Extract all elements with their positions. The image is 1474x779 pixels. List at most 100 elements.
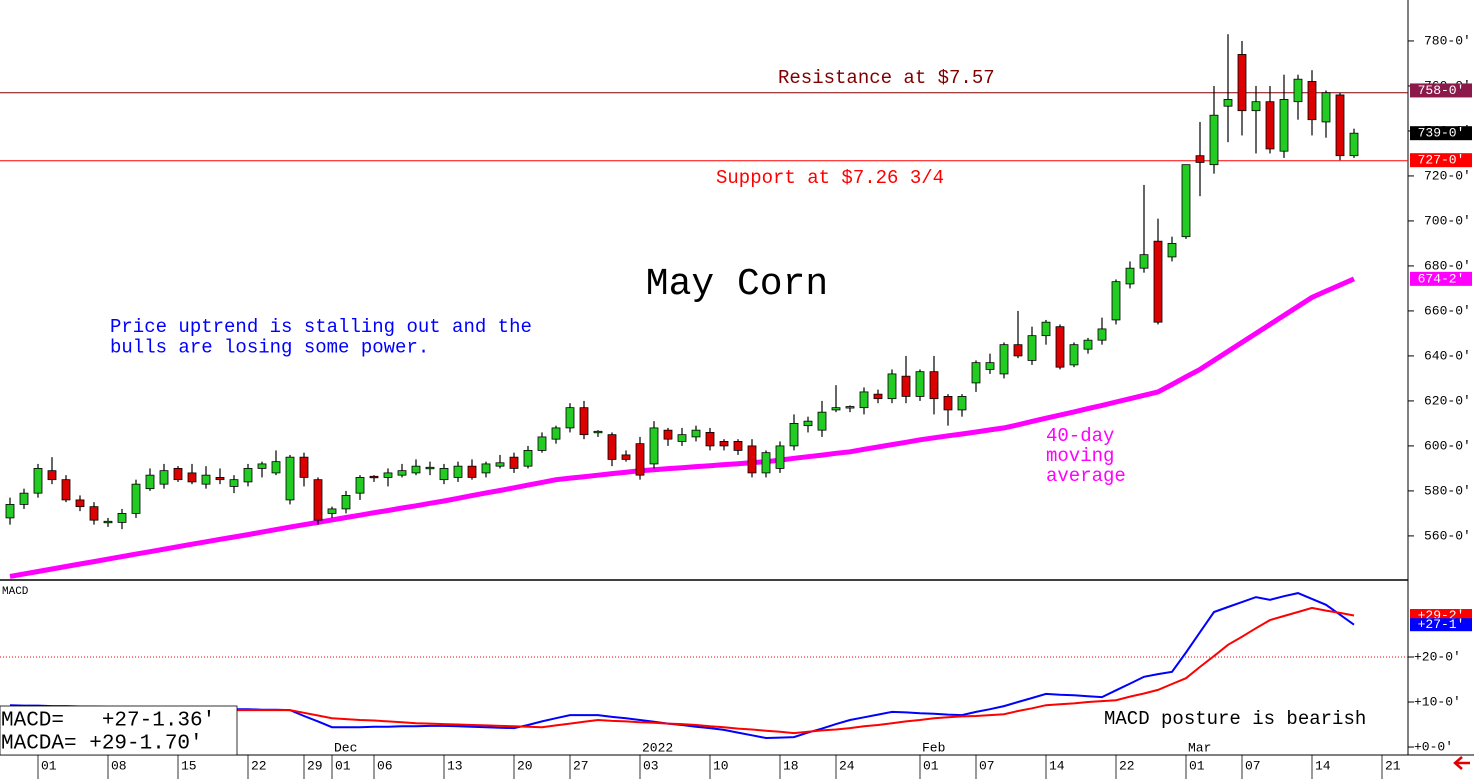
candle-body xyxy=(103,520,113,524)
candle-body xyxy=(439,468,449,481)
candle-body xyxy=(761,452,771,474)
candle-body xyxy=(873,393,883,400)
x-tick-label: 22 xyxy=(251,758,267,773)
candle-body xyxy=(467,465,477,478)
candle-body xyxy=(649,427,659,465)
annotation: average xyxy=(1046,465,1126,487)
candle-body xyxy=(201,474,211,485)
moving-average-line xyxy=(9,276,1356,579)
candle-body xyxy=(187,472,197,483)
y-tick-label: 700-0' xyxy=(1424,213,1471,228)
price-tag-label: 739-0' xyxy=(1418,126,1465,141)
candle-body xyxy=(999,344,1009,375)
candle-body xyxy=(89,506,99,521)
x-tick-label: 01 xyxy=(41,758,57,773)
x-tick-label: 01 xyxy=(335,758,351,773)
candle-body xyxy=(1209,114,1219,166)
x-tick-label: 14 xyxy=(1315,758,1331,773)
candle-body xyxy=(887,373,897,400)
candle-body xyxy=(495,462,505,467)
candle-body xyxy=(1265,101,1275,150)
candle-body xyxy=(299,456,309,478)
candle-body xyxy=(607,434,617,460)
candle-body xyxy=(341,495,351,510)
candle-body xyxy=(691,429,701,438)
macd-panel-label: MACD xyxy=(2,586,29,598)
candle-body xyxy=(789,423,799,447)
candle-body xyxy=(355,477,365,494)
x-tick-label: 01 xyxy=(1189,758,1205,773)
candle-body xyxy=(145,474,155,490)
x-tick-label: 07 xyxy=(979,758,995,773)
y-tick-label: +0-0' xyxy=(1414,739,1453,754)
x-tick-label: 14 xyxy=(1049,758,1065,773)
price-tag-label: 674-2' xyxy=(1418,271,1465,286)
candle-body xyxy=(481,463,491,474)
candle-body xyxy=(705,432,715,447)
candle-body xyxy=(1027,335,1037,361)
x-tick-label: 18 xyxy=(783,758,799,773)
price-tag xyxy=(1410,83,1472,98)
candle-body xyxy=(635,443,645,476)
y-tick-label: 640-0' xyxy=(1424,348,1471,363)
candle-body xyxy=(915,371,925,397)
x-tick-label: 15 xyxy=(181,758,197,773)
candle-body xyxy=(257,463,267,469)
chart-title: May Corn xyxy=(646,263,828,306)
candle-body xyxy=(677,434,687,442)
price-tag xyxy=(1410,126,1472,141)
annotation: Price uptrend is stalling out and the xyxy=(110,316,532,338)
candle-body xyxy=(845,406,855,409)
candle-body xyxy=(453,465,463,478)
candle-body xyxy=(411,465,421,474)
candle-body xyxy=(1307,81,1317,121)
candle-body xyxy=(285,456,295,501)
readout-box xyxy=(0,705,238,756)
y-tick-label: 560-0' xyxy=(1424,528,1471,543)
candle-body xyxy=(313,479,323,521)
candle-body xyxy=(775,445,785,469)
candle-body xyxy=(19,492,29,505)
candle-body xyxy=(1111,281,1121,321)
candle-body xyxy=(817,411,827,431)
y-tick-label: 660-0' xyxy=(1424,303,1471,318)
y-tick-label: 720-0' xyxy=(1424,168,1471,183)
candle-body xyxy=(159,470,169,485)
x-tick-label: 27 xyxy=(573,758,589,773)
candle-body xyxy=(173,468,183,481)
candle-body xyxy=(1237,54,1247,112)
y-tick-label: +20-0' xyxy=(1414,649,1461,664)
candle-body xyxy=(1041,321,1051,337)
candle-body xyxy=(537,436,547,451)
candle-body xyxy=(1097,328,1107,341)
candle-body xyxy=(1293,78,1303,103)
month-label: Dec xyxy=(334,740,357,755)
price-tag xyxy=(1410,153,1472,168)
y-tick-label: 600-0' xyxy=(1424,438,1471,453)
price-tag-label: 758-0' xyxy=(1418,83,1465,98)
candle-body xyxy=(943,396,953,411)
y-tick-label: 620-0' xyxy=(1424,393,1471,408)
candle-body xyxy=(1083,339,1093,350)
candle-body xyxy=(75,499,85,508)
candle-body xyxy=(1167,243,1177,258)
x-tick-label: 01 xyxy=(923,758,939,773)
candle-body xyxy=(1349,132,1359,157)
month-label: 2022 xyxy=(642,740,673,755)
candle-body xyxy=(1181,164,1191,238)
candle-body xyxy=(663,429,673,440)
y-tick-label: 680-0' xyxy=(1424,258,1471,273)
candle-body xyxy=(1195,155,1205,163)
candle-body xyxy=(1251,101,1261,112)
candle-body xyxy=(803,420,813,427)
x-tick-label: 24 xyxy=(839,758,855,773)
y-tick-label: 580-0' xyxy=(1424,483,1471,498)
candle-body xyxy=(327,508,337,514)
candle-body xyxy=(1321,92,1331,123)
candle-body xyxy=(901,375,911,397)
candle-body xyxy=(1279,99,1289,152)
candle-body xyxy=(383,472,393,478)
candle-body xyxy=(1013,344,1023,357)
